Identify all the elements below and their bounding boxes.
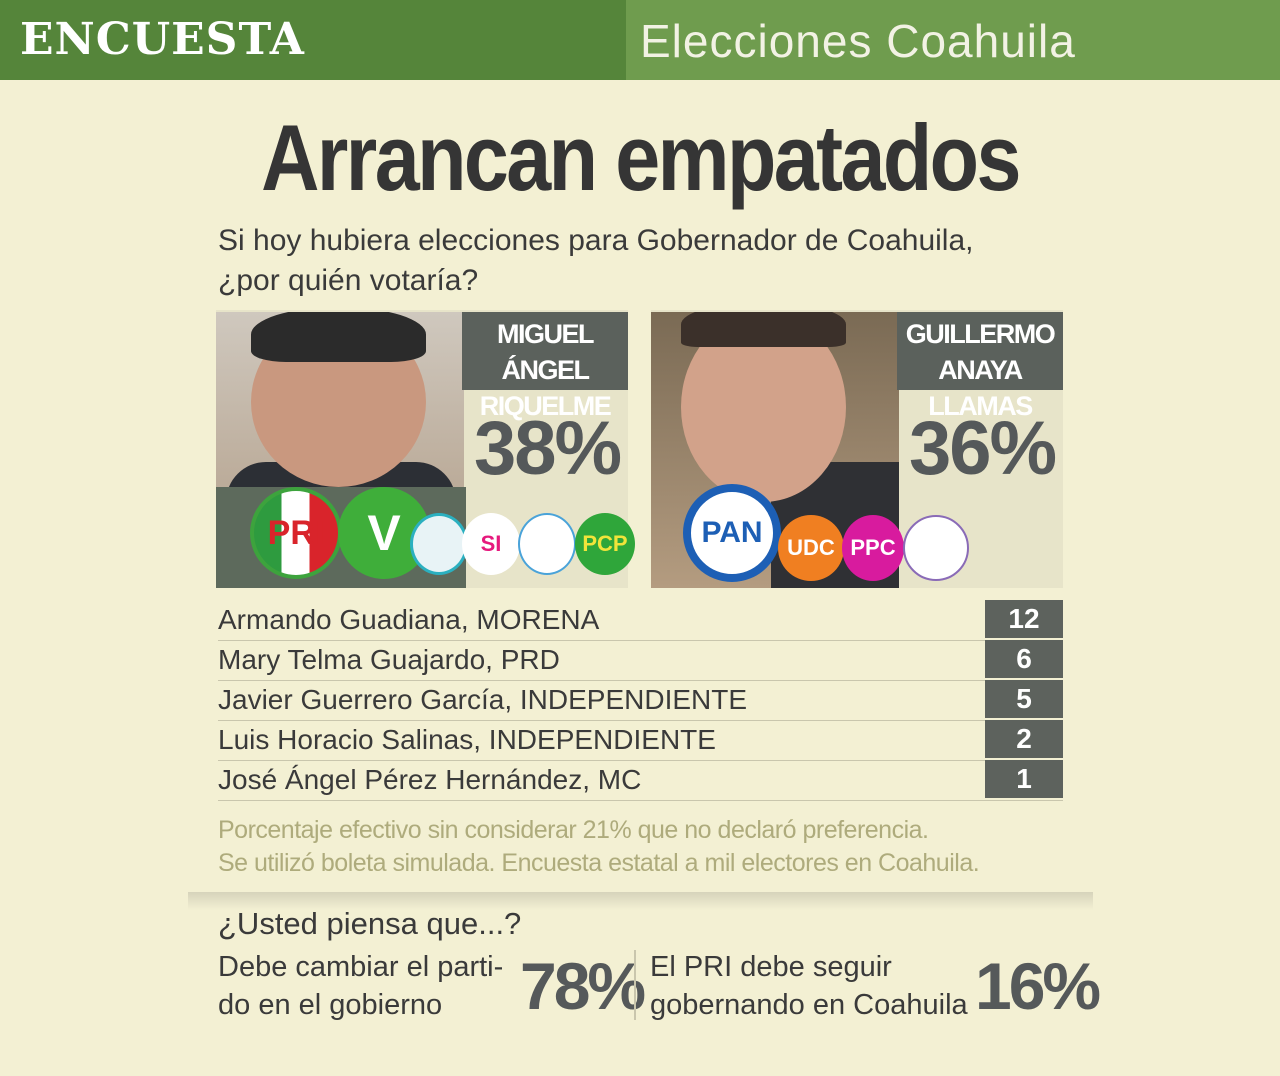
others-table: Armando Guadiana, MORENA 12 Mary Telma Gua… xyxy=(0,600,1280,805)
header-bar xyxy=(626,0,1280,80)
candidate-percent: 38% xyxy=(473,406,622,491)
question: ¿por quién votaría? xyxy=(218,264,479,297)
opinion-question: ¿Usted piensa que...? xyxy=(218,906,522,941)
name-line: ANAYA LLAMAS xyxy=(928,355,1033,421)
party-logo: PCP xyxy=(575,513,635,575)
others-row: Luis Horacio Salinas, INDEPENDIENTE 2 xyxy=(218,720,1063,761)
others-row: Javier Guerrero García, INDEPENDIENTE 5 xyxy=(218,680,1063,721)
opinion-line: El PRI debe seguir xyxy=(650,951,892,983)
header-section: Elecciones Coahuila xyxy=(640,15,1076,67)
opinion-text: El PRI debe seguir gobernando en Coahuil… xyxy=(650,948,968,1024)
name-line: RIQUELME xyxy=(479,391,612,421)
party-logo: PPC xyxy=(842,515,904,581)
candidate-name: MIGUEL ÁNGEL RIQUELME xyxy=(462,312,628,421)
others-label: Mary Telma Guajardo, PRD xyxy=(218,644,560,675)
opinion-line: Debe cambiar el parti- xyxy=(218,951,504,983)
header-bar xyxy=(0,0,626,80)
party-logo: PAN xyxy=(683,484,781,582)
others-row: Armando Guadiana, MORENA 12 xyxy=(218,600,1063,641)
name-line: MIGUEL ÁNGEL xyxy=(497,319,595,385)
candidate-percent: 36% xyxy=(908,406,1057,491)
party-logo: SI xyxy=(462,513,520,575)
others-value: 5 xyxy=(985,680,1063,718)
others-row: Mary Telma Guajardo, PRD 6 xyxy=(218,640,1063,681)
opinion-line: gobernando en Coahuila xyxy=(650,989,968,1021)
party-logo xyxy=(903,515,969,581)
others-value: 6 xyxy=(985,640,1063,678)
separator xyxy=(188,892,1093,910)
footnote: Se utilizó boleta simulada. Encuesta est… xyxy=(218,849,980,877)
hair xyxy=(251,312,426,362)
divider xyxy=(634,950,636,1020)
question: Si hoy hubiera elecciones para Gobernado… xyxy=(218,224,974,257)
party-logo: UDC xyxy=(778,515,844,581)
party-logo xyxy=(410,513,468,575)
others-value: 12 xyxy=(985,600,1063,638)
opinion-percent: 78% xyxy=(520,949,646,1023)
others-label: José Ángel Pérez Hernández, MC xyxy=(218,764,642,795)
party-logo: PRI xyxy=(250,487,342,579)
others-label: Armando Guadiana, MORENA xyxy=(218,604,600,635)
party-logo xyxy=(518,513,576,575)
candidate-name: GUILLERMO ANAYA LLAMAS xyxy=(897,312,1063,421)
opinion-text: Debe cambiar el parti- do en el gobierno xyxy=(218,948,503,1024)
others-row: José Ángel Pérez Hernández, MC 1 xyxy=(218,760,1063,801)
name-line: GUILLERMO xyxy=(905,319,1056,349)
others-value: 2 xyxy=(985,720,1063,758)
opinion-line: do en el gobierno xyxy=(218,989,443,1021)
opinion-percent: 16% xyxy=(975,949,1101,1023)
header-label: ENCUESTA xyxy=(20,14,305,65)
others-label: Javier Guerrero García, INDEPENDIENTE xyxy=(218,684,748,715)
others-value: 1 xyxy=(985,760,1063,798)
headline: Arrancan empatados xyxy=(261,105,1021,210)
footnote: Porcentaje efectivo sin considerar 21% q… xyxy=(218,816,929,844)
others-label: Luis Horacio Salinas, INDEPENDIENTE xyxy=(218,724,716,755)
candidate-photo xyxy=(216,312,464,508)
hair xyxy=(681,312,846,347)
